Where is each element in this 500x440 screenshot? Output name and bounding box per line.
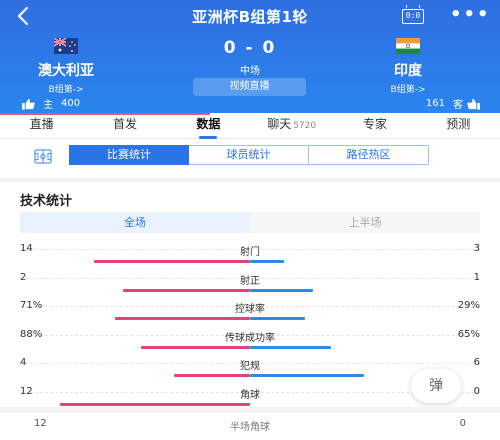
- stat-away-value: 6: [473, 357, 480, 368]
- tab-data[interactable]: 数据: [167, 113, 250, 139]
- tab-experts[interactable]: 专家: [333, 113, 416, 138]
- stat-name: 传球成功率: [225, 332, 275, 344]
- tab-label: 数据: [196, 117, 221, 131]
- stat-away-value: 65%: [457, 328, 480, 340]
- stat-name: 射门: [240, 247, 260, 258]
- home-stat-bar: [141, 345, 250, 349]
- stat-row: 12 角球 0: [20, 386, 480, 414]
- tab-chat[interactable]: 聊天 5720: [250, 113, 333, 138]
- stat-away-value: 3: [473, 243, 480, 254]
- stat-row: 71% 控球率 29%: [20, 300, 480, 328]
- stat-guide-line: [20, 363, 480, 364]
- stat-guide-line: [20, 306, 480, 307]
- away-stat-bar: [250, 374, 364, 377]
- stat-row: 2 射正 1: [20, 272, 480, 300]
- scoreboard-icon[interactable]: 0:0: [402, 5, 424, 24]
- thumbs-up-icon: [467, 98, 480, 110]
- halftime-corners-row: 12 半场角球 0: [20, 415, 480, 433]
- tab-predict[interactable]: 预测: [417, 113, 500, 138]
- home-stat-bar: [174, 374, 250, 377]
- stat-away-value: 0: [459, 418, 466, 429]
- tab-live[interactable]: 直播: [0, 113, 83, 138]
- stat-home-value: 71%: [20, 300, 43, 311]
- segment-player-stats[interactable]: 球员统计: [189, 145, 309, 165]
- away-stat-bar: [250, 345, 331, 349]
- stat-name: 犯规: [240, 361, 260, 372]
- away-stat-bar: [250, 317, 305, 320]
- away-vote[interactable]: 161 客: [422, 96, 480, 111]
- segment-group: 比赛统计 球员统计 路径热区: [69, 145, 429, 165]
- india-flag-icon: [396, 38, 420, 54]
- chat-count-badge: 5720: [293, 121, 317, 131]
- stat-row: 14 射门 3: [20, 243, 480, 271]
- pitch-icon[interactable]: [34, 149, 52, 164]
- stat-away-value: 0: [473, 385, 480, 397]
- tab-label: 首发: [112, 117, 137, 131]
- stat-guide-line: [20, 249, 480, 250]
- stat-away-value: 29%: [457, 300, 480, 311]
- stat-home-value: 2: [20, 271, 27, 283]
- tab-lineup[interactable]: 首发: [83, 113, 166, 138]
- back-arrow-icon[interactable]: [12, 4, 36, 28]
- home-stat-bar: [115, 317, 250, 320]
- stat-name: 半场角球: [230, 422, 270, 433]
- period-tabs: 全场 上半场: [20, 212, 480, 233]
- stat-name: 控球率: [235, 304, 265, 315]
- segment-match-stats[interactable]: 比赛统计: [69, 145, 189, 165]
- stat-row: 4 犯规 6: [20, 357, 480, 385]
- stat-home-value: 12: [34, 418, 47, 429]
- match-header: 亚洲杯B组第1轮 0:0 ••• 澳大利亚 印度 B组第-> B组第-> 0 -…: [0, 0, 500, 113]
- thumbs-up-icon: [22, 98, 35, 110]
- home-vote-count: 400: [61, 98, 81, 109]
- home-group-link[interactable]: B组第->: [48, 85, 84, 95]
- away-team-name[interactable]: 印度: [394, 63, 422, 79]
- australia-flag-icon: [54, 38, 78, 54]
- away-stat-bar: [250, 260, 284, 263]
- away-stat-bar: [250, 288, 313, 292]
- stat-home-value: 4: [20, 357, 27, 368]
- tab-label: 直播: [29, 117, 54, 131]
- tab-label: 聊天: [267, 117, 292, 131]
- home-stat-bar: [60, 402, 250, 406]
- period-full-match[interactable]: 全场: [20, 212, 250, 233]
- danmaku-toggle-button[interactable]: 弹: [411, 369, 461, 403]
- stat-guide-line: [20, 391, 480, 393]
- section-divider: [0, 407, 500, 413]
- stat-home-value: 14: [20, 243, 33, 254]
- section-title: 技术统计: [20, 194, 73, 209]
- home-vote-label: 主: [43, 100, 53, 111]
- stat-guide-line: [20, 277, 480, 279]
- match-status: 中场: [240, 66, 260, 77]
- video-live-button[interactable]: 视频直播: [193, 78, 306, 96]
- stat-row: 88% 传球成功率 65%: [20, 329, 480, 357]
- away-group-link[interactable]: B组第->: [390, 85, 426, 95]
- stat-home-value: 12: [20, 385, 33, 397]
- stat-name: 射正: [240, 275, 260, 287]
- more-options-icon[interactable]: •••: [450, 4, 491, 25]
- home-vote[interactable]: 主 400: [22, 96, 80, 111]
- away-vote-label: 客: [453, 100, 463, 111]
- match-tabs: 直播 首发 数据 聊天 5720 专家 预测: [0, 113, 500, 139]
- section-divider: [0, 178, 500, 182]
- segment-heatmap[interactable]: 路径热区: [309, 145, 429, 165]
- away-vote-count: 161: [425, 98, 445, 109]
- tab-label: 专家: [362, 117, 387, 131]
- match-title: 亚洲杯B组第1轮: [192, 8, 308, 26]
- stat-home-value: 88%: [20, 328, 43, 340]
- period-first-half[interactable]: 上半场: [250, 212, 480, 233]
- stats-segment-bar: 比赛统计 球员统计 路径热区: [0, 140, 500, 176]
- stat-name: 角球: [240, 389, 260, 401]
- stat-guide-line: [20, 334, 480, 336]
- tab-label: 预测: [446, 117, 471, 131]
- home-stat-bar: [94, 260, 250, 263]
- home-team-name[interactable]: 澳大利亚: [38, 63, 94, 79]
- home-stat-bar: [123, 288, 250, 292]
- match-score: 0 - 0: [223, 38, 277, 58]
- stat-away-value: 1: [473, 271, 480, 283]
